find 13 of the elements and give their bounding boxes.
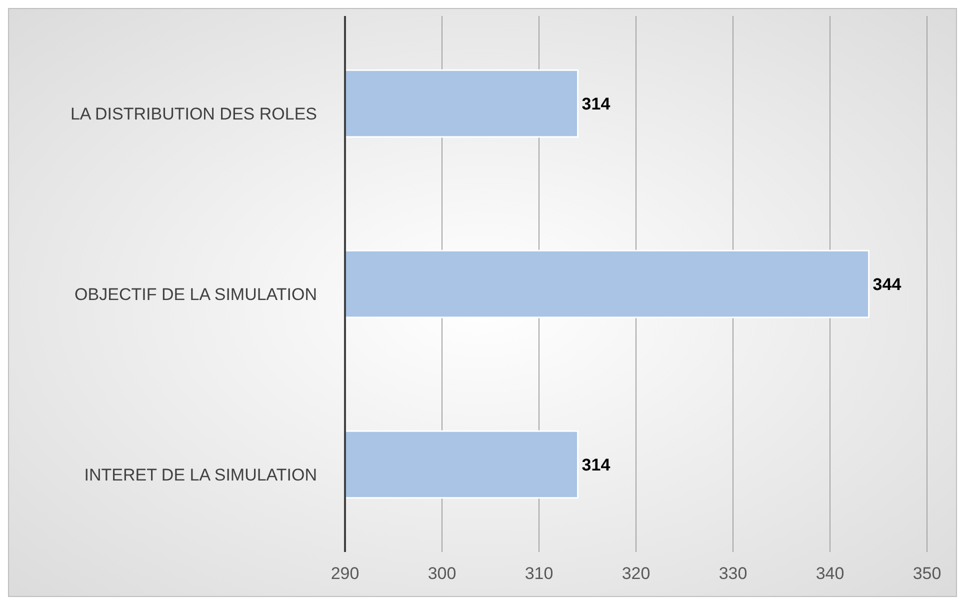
data-label: 344 — [872, 274, 902, 294]
x-tick-label: 290 — [330, 564, 360, 583]
y-tick-label: OBJECTIF DE LA SIMULATION — [74, 284, 317, 304]
data-label: 314 — [582, 455, 611, 474]
x-tick-label: 350 — [912, 564, 942, 583]
data-label: 314 — [582, 94, 611, 114]
x-tick-label: 320 — [622, 564, 650, 583]
y-tick-label: INTERET DE LA SIMULATION — [84, 465, 317, 484]
x-tick-label: 340 — [816, 564, 844, 583]
y-tick-label: LA DISTRIBUTION DES ROLES — [70, 104, 317, 124]
x-tick-label: 300 — [428, 564, 456, 583]
x-tick-label: 310 — [524, 564, 554, 583]
x-tick-label: 330 — [718, 564, 748, 583]
